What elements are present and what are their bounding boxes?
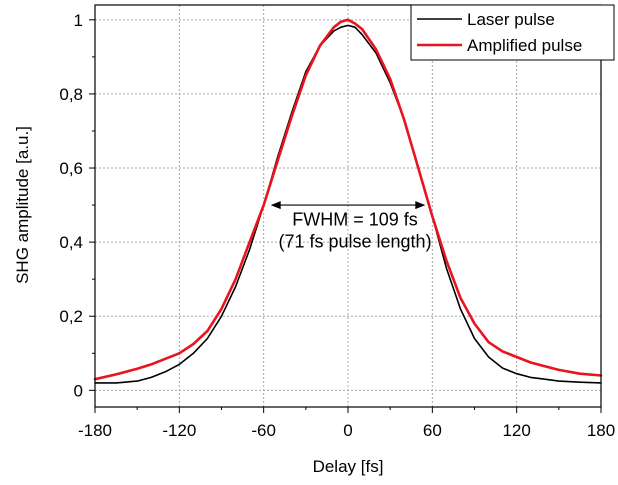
x-tick-label-6: 180	[587, 421, 615, 440]
fwhm-annotation: FWHM = 109 fs (71 fs pulse length)	[270, 201, 432, 252]
x-tick-label-0: -180	[78, 421, 112, 440]
legend: Laser pulse Amplified pulse	[410, 4, 615, 61]
x-tick-label-4: 60	[423, 421, 442, 440]
fwhm-arrow-right-head	[415, 201, 426, 210]
x-tick-label-3: 0	[343, 421, 352, 440]
y-tick-label-1: 0,2	[59, 307, 83, 326]
legend-box	[410, 4, 615, 61]
y-axis-title: SHG amplitude [a.u.]	[13, 126, 32, 284]
y-tick-label-2: 0,4	[59, 233, 83, 252]
series-line-0	[94, 24, 602, 384]
x-tick-label-2: -60	[251, 421, 276, 440]
series-line-1	[93, 18, 603, 381]
y-tick-label-0: 0	[74, 381, 83, 400]
legend-label-laser-pulse: Laser pulse	[467, 10, 555, 29]
fwhm-label: FWHM = 109 fs	[292, 209, 418, 229]
legend-label-amplified-pulse: Amplified pulse	[467, 36, 582, 55]
y-tick-label-3: 0,6	[59, 159, 83, 178]
y-tick-label-5: 1	[74, 11, 83, 30]
axis-ticks: -180 -120 -60 0 60 120 180 0 0,2 0,4 0,6 0,8 1	[59, 11, 615, 440]
x-tick-label-1: -120	[162, 421, 196, 440]
x-tick-label-5: 120	[502, 421, 530, 440]
fwhm-arrow-left-head	[270, 201, 281, 210]
grid-lines	[95, 5, 601, 407]
series-lines	[93, 18, 603, 384]
x-axis-title: Delay [fs]	[313, 457, 384, 476]
y-tick-label-4: 0,8	[59, 85, 83, 104]
pulse-length-label: (71 fs pulse length)	[278, 232, 431, 252]
